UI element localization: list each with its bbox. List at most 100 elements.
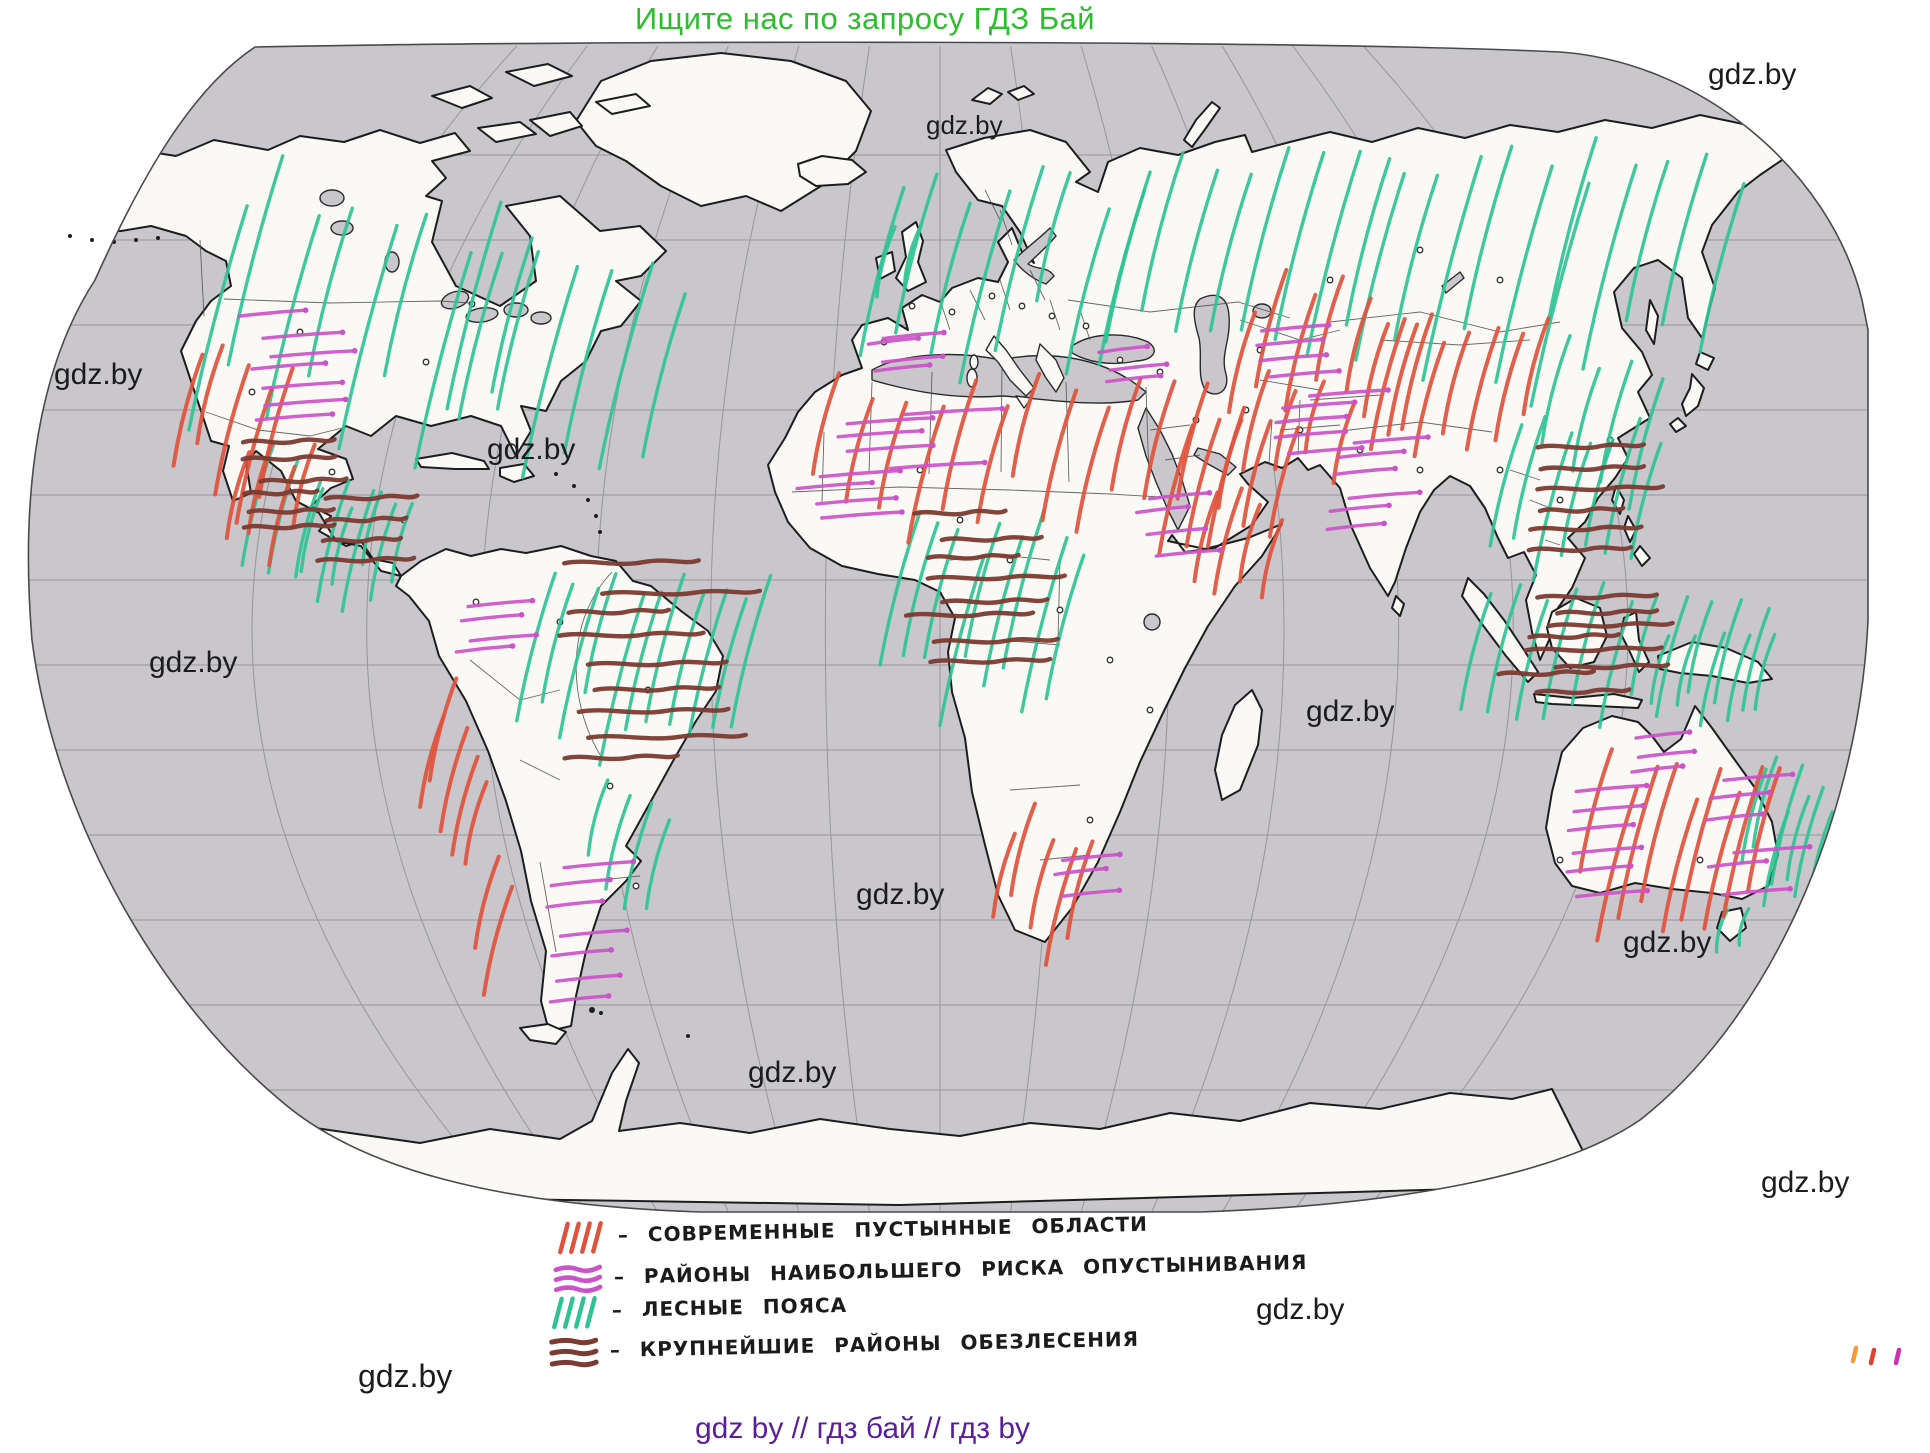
south-america [395, 545, 724, 1032]
map-frame [27, 41, 1869, 1213]
overlay-amazon-deforestation [557, 558, 762, 762]
watermark-text: gdz.by [856, 878, 945, 911]
cuba [415, 452, 490, 470]
inland-seas-and-lakes [319, 189, 1465, 631]
watermark-text: gdz.by [487, 433, 576, 466]
watermark-text: gdz.by [1306, 695, 1395, 728]
arctic-island [477, 121, 537, 143]
watermark-text: gdz.by [149, 646, 238, 679]
overlay-siberia-forest [1354, 144, 1591, 408]
overlay-west-australia-risk [1565, 782, 1650, 899]
great-bear-lake [319, 189, 345, 207]
overlay-southeast-asia-deforestation [1526, 442, 1666, 553]
svalbard [971, 87, 1003, 105]
greece-balkans [1035, 343, 1065, 393]
overlay-central-america-forest [299, 487, 414, 586]
overlay-us-northeast-forest [445, 200, 687, 480]
overlay-congo-deforestation [903, 508, 1067, 665]
arctic-island [595, 93, 651, 115]
lake-victoria [1143, 613, 1161, 631]
iceland [797, 155, 867, 187]
hand-drawn-hatching [171, 136, 1834, 1004]
legend-swatch-risk-hatch-icon [552, 1261, 605, 1303]
overlay-mexico-deforestation [240, 437, 349, 531]
watermark-text: gdz.by [748, 1056, 837, 1089]
legend-swatch-forest-hatch-icon [550, 1294, 603, 1336]
madagascar [1214, 689, 1263, 801]
page-title: Ищите нас по запросу ГДЗ Бай [634, 1, 1096, 36]
overlay-us-great-plains-risk [237, 307, 358, 422]
legend-item-desertification-risk: – РАЙОНЫ НАИБОЛЬШЕГО РИСКА ОПУСТЫНИВАНИЯ [552, 1250, 1308, 1303]
overlay-argentina-risk [545, 858, 637, 1004]
overlay-central-america-deforestation [315, 493, 420, 564]
watermark-text: gdz.by [1761, 1166, 1850, 1199]
watermark-text: gdz.by [1708, 58, 1797, 91]
watermark-text: gdz.by [1623, 926, 1712, 959]
java [1533, 693, 1643, 709]
overlay-horn-of-africa-desert [1192, 486, 1285, 600]
overlay-spain-risk [866, 329, 947, 373]
new-zealand [1812, 958, 1847, 994]
overlay-atacama-desert [418, 676, 515, 997]
overlay-india-risk [1325, 434, 1431, 532]
footer-text: gdz by // гдз бай // гдз by [694, 1412, 1031, 1445]
overlay-west-russia-forest [1104, 145, 1392, 357]
sri-lanka [1391, 595, 1405, 617]
tierra-del-fuego [519, 1023, 567, 1045]
overlay-turkey-risk [1097, 343, 1170, 384]
legend-label: – ЛЕСНЫЕ ПОЯСА [611, 1292, 848, 1322]
overlay-indonesia-deforestation [1496, 592, 1675, 696]
corsica [969, 354, 979, 370]
legend-swatch-desert-hatch-icon [556, 1219, 609, 1261]
arctic-island [431, 85, 493, 109]
overlay-new-guinea-forest [1649, 631, 1777, 728]
novaya-zemlya [1183, 101, 1221, 148]
watermark-text: gdz.by [1256, 1293, 1345, 1326]
svalbard [1007, 85, 1035, 101]
great-slave-lake [330, 220, 354, 236]
north-america [74, 129, 667, 577]
overlay-southeast-asia-forest [1488, 415, 1663, 583]
overlay-central-asia-risk [1255, 322, 1391, 456]
italy [985, 335, 1035, 397]
baltic-sea [1013, 227, 1057, 285]
overlay-gobi-desert [1362, 316, 1551, 459]
legend-swatch-deforestation-hatch-icon [548, 1334, 601, 1376]
watermark-text: gdz.by [926, 110, 1003, 140]
overlay-kalahari-desert [991, 801, 1095, 967]
caspian-sea [1193, 294, 1230, 395]
overlay-canada-forest-belt [187, 154, 541, 470]
japan [1669, 417, 1687, 433]
small-islands [68, 234, 690, 1038]
overlay-east-australia-risk [1704, 771, 1813, 897]
overlay-uk-forest [875, 225, 922, 299]
new-zealand [1840, 922, 1868, 960]
legend-item-deserts: – СОВРЕМЕННЫЕ ПУСТЫННЫЕ ОБЛАСТИ [556, 1212, 1149, 1261]
sakhalin [1645, 299, 1659, 345]
overlay-australia-desert [1578, 747, 1782, 943]
japan [1681, 373, 1705, 417]
overlay-north-australia-risk [1630, 729, 1697, 774]
watermark-text: gdz.by [54, 358, 143, 391]
arctic-island [529, 111, 583, 137]
great-lake [530, 311, 552, 325]
overlay-indonesia-forest [1459, 581, 1771, 729]
overlay-colombia-risk [454, 597, 539, 654]
stray-marker-ticks [1850, 1345, 1902, 1366]
overlay-south-africa-risk [1053, 851, 1123, 898]
arctic-island [505, 63, 573, 87]
sumatra [1461, 577, 1539, 683]
overlay-central-asia-desert [1227, 267, 1434, 451]
japan [1695, 351, 1715, 371]
legend-item-forest-belts: – ЛЕСНЫЕ ПОЯСА [550, 1293, 848, 1336]
overlay-east-siberia-forest [1546, 136, 1746, 371]
overlay-congo-forest [878, 508, 1086, 728]
antarctica [211, 1048, 1601, 1206]
overlay-sahel-risk [795, 405, 1005, 520]
overlay-arabia-desert [1157, 417, 1301, 556]
watermark-text: gdz.by [358, 1358, 453, 1394]
philippines [1633, 545, 1651, 567]
overlay-east-africa-risk [1135, 490, 1223, 558]
